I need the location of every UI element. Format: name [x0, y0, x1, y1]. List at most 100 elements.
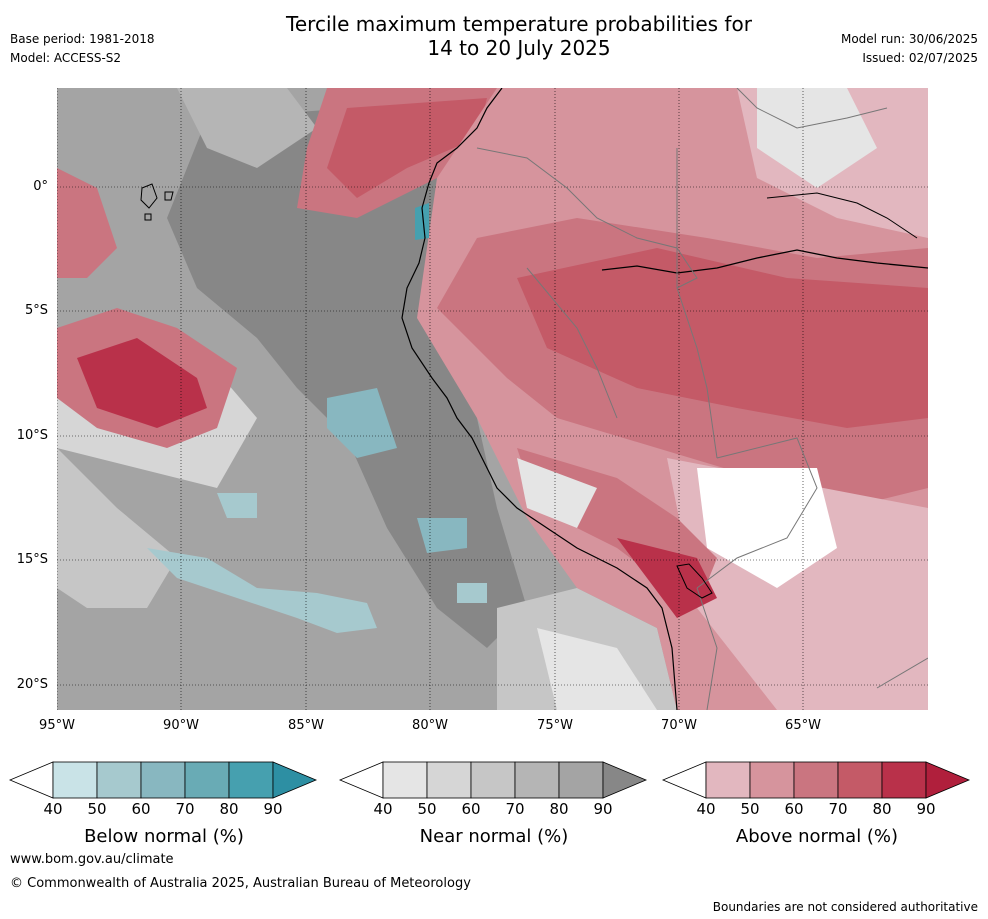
lon-label-95w: 95°W [39, 718, 75, 733]
colorbar-above-swatch-60 [793, 761, 839, 799]
lat-label-20s: 20°S [16, 677, 48, 692]
lon-label-65w: 65°W [785, 718, 821, 733]
model-run-label: Model run: 30/06/2025 [840, 32, 978, 46]
lat-label-0: 0° [33, 179, 48, 194]
colorbar-above-extend-high [925, 761, 971, 799]
base-period-label: Base period: 1981-2018 [10, 32, 155, 46]
below-normal-blob-2 [417, 518, 467, 553]
title-line-1: Tercile maximum temperature probabilitie… [286, 12, 752, 36]
colorbar-near-extend-low [338, 761, 384, 799]
lat-label-5s: 5°S [24, 303, 48, 318]
colorbar-below-swatch-50 [96, 761, 142, 799]
near-normal-land-northeast [757, 88, 877, 188]
national-borders [476, 88, 928, 710]
above-tick-80: 80 [872, 800, 892, 818]
probability-map [57, 88, 928, 710]
colorbar-near-swatch-70 [514, 761, 560, 799]
below-tick-40: 40 [43, 800, 63, 818]
colorbar-above-extend-low [661, 761, 707, 799]
below-tick-90: 90 [263, 800, 283, 818]
below-tick-70: 70 [175, 800, 195, 818]
above-tick-70: 70 [828, 800, 848, 818]
colorbar-above-swatch-40 [705, 761, 751, 799]
colorbar-above-swatch-80 [881, 761, 927, 799]
near-tick-80: 80 [549, 800, 569, 818]
lon-label-80w: 80°W [412, 718, 448, 733]
near-tick-50: 50 [417, 800, 437, 818]
above-normal-land-core [517, 248, 928, 428]
no-tercile-region-land [697, 468, 837, 588]
footer-copyright: © Commonwealth of Australia 2025, Austra… [10, 876, 471, 891]
above-normal-ocean-west-core [77, 338, 207, 428]
colorbar-below-extend-high [272, 761, 318, 799]
map-fields [57, 88, 928, 710]
border-ecuador-peru [476, 147, 698, 289]
above-normal-ocean-north-core [327, 98, 487, 198]
colorbar-below-extend-low [8, 761, 54, 799]
near-tick-40: 40 [373, 800, 393, 818]
graticule [57, 88, 928, 710]
lat-label-15s: 15°S [16, 552, 48, 567]
below-normal-band-south [147, 548, 377, 633]
colorbar-above-normal [661, 761, 971, 799]
colorbar-above-swatch-70 [837, 761, 883, 799]
colorbar-near-extend-high [602, 761, 648, 799]
issued-label: Issued: 02/07/2025 [862, 51, 978, 65]
above-tick-50: 50 [740, 800, 760, 818]
colorbar-near-swatch-50 [426, 761, 472, 799]
coastline [401, 88, 678, 710]
colorbar-below-swatch-60 [140, 761, 186, 799]
below-normal-blob-1 [327, 388, 397, 458]
amazon-river [601, 249, 928, 274]
near-tick-70: 70 [505, 800, 525, 818]
legend-title-below-normal: Below normal (%) [84, 826, 244, 847]
above-tick-40: 40 [696, 800, 716, 818]
border-colombia-brazil [676, 148, 718, 459]
river-north [766, 192, 918, 239]
model-label: Model: ACCESS-S2 [10, 51, 122, 65]
near-tick-90: 90 [593, 800, 613, 818]
colorbar-near-swatch-60 [470, 761, 516, 799]
border-paraguay [876, 657, 928, 689]
lon-label-90w: 90°W [163, 718, 199, 733]
near-normal-coast-patch [517, 458, 597, 528]
colorbar-near-normal [338, 761, 648, 799]
below-normal-blob-4 [457, 583, 487, 603]
colorbar-below-normal [8, 761, 318, 799]
lat-label-10s: 10°S [16, 428, 48, 443]
lon-label-70w: 70°W [661, 718, 697, 733]
lon-label-85w: 85°W [288, 718, 324, 733]
border-internal-1 [526, 267, 618, 419]
below-normal-blob-3 [217, 493, 257, 518]
lon-label-75w: 75°W [537, 718, 573, 733]
near-tick-60: 60 [461, 800, 481, 818]
galapagos-islands [140, 183, 174, 221]
footer-url: www.bom.gov.au/climate [10, 852, 174, 867]
above-normal-ocean-west-north [57, 168, 117, 278]
footer-boundaries-note: Boundaries are not considered authoritat… [712, 900, 978, 914]
title-line-2: 14 to 20 July 2025 [427, 36, 611, 60]
map-title: Tercile maximum temperature probabilitie… [0, 12, 988, 60]
light-grey-region-southwest [57, 448, 177, 608]
legend-title-near-normal: Near normal (%) [419, 826, 569, 847]
below-normal-coastal-strip [415, 203, 429, 240]
legend-title-above-normal: Above normal (%) [735, 826, 899, 847]
lightest-grey-region-south [537, 628, 657, 710]
above-tick-60: 60 [784, 800, 804, 818]
colorbar-below-swatch-40 [52, 761, 98, 799]
below-tick-50: 50 [87, 800, 107, 818]
border-venezuela [736, 88, 888, 129]
colorbar-near-swatch-80 [558, 761, 604, 799]
colorbar-above-swatch-50 [749, 761, 795, 799]
lake-titicaca [676, 563, 713, 599]
above-normal-titicaca-core [617, 538, 717, 618]
colorbar-below-swatch-80 [228, 761, 274, 799]
above-tick-90: 90 [916, 800, 936, 818]
grey-patch-north [177, 88, 317, 168]
below-tick-60: 60 [131, 800, 151, 818]
border-chile-bolivia [696, 587, 718, 710]
border-bolivia [696, 437, 818, 589]
colorbar-near-swatch-40 [382, 761, 428, 799]
colorbar-below-swatch-70 [184, 761, 230, 799]
below-tick-80: 80 [219, 800, 239, 818]
